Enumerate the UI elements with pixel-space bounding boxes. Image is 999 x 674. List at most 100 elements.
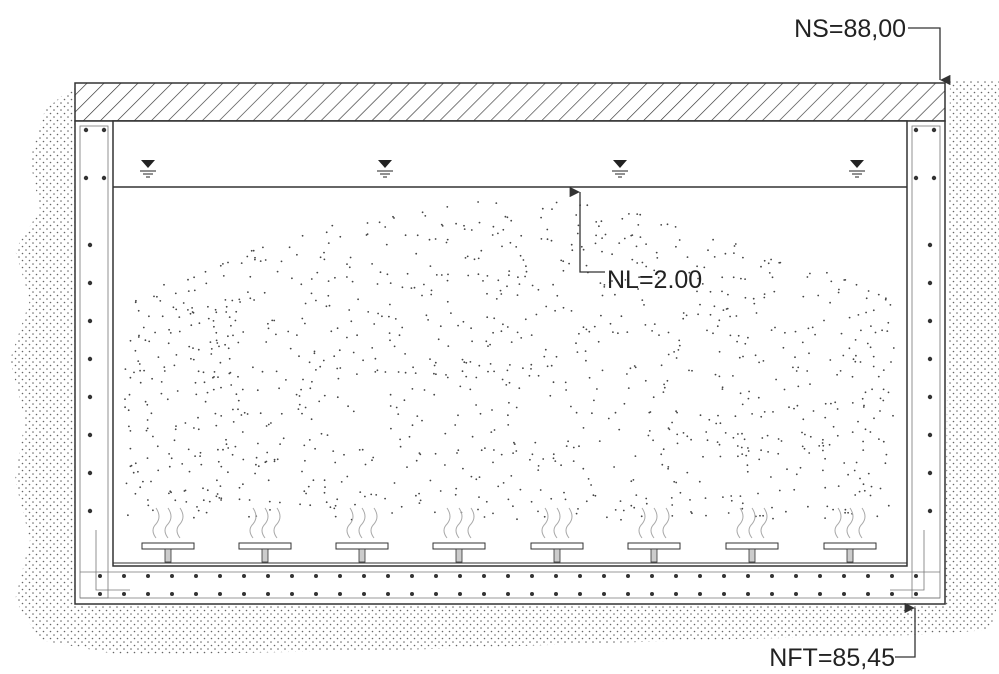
bubble	[699, 414, 702, 417]
bubble	[301, 317, 304, 320]
bubble	[673, 480, 676, 483]
bubble	[804, 433, 806, 436]
bubble	[763, 411, 766, 413]
bubble	[315, 369, 317, 371]
bubble	[138, 334, 140, 337]
bubble	[146, 427, 149, 430]
bubble	[444, 432, 447, 435]
bubble	[667, 467, 669, 470]
bubble	[531, 284, 534, 287]
bubble	[315, 299, 317, 302]
bubble	[705, 514, 707, 517]
bubble	[337, 377, 340, 380]
bubble	[174, 499, 177, 502]
bubble	[760, 449, 762, 452]
bubble	[406, 466, 408, 468]
bubble	[801, 445, 804, 448]
bubble	[410, 287, 413, 289]
bubble	[859, 477, 861, 480]
bubble	[414, 372, 417, 374]
bubble	[259, 412, 262, 415]
bubble	[726, 307, 729, 310]
rebar-dot	[722, 592, 726, 596]
bubble	[673, 351, 675, 353]
bubble	[478, 364, 481, 367]
water-symbols	[140, 160, 865, 178]
bubble	[138, 363, 141, 365]
bubble	[732, 436, 735, 439]
bubble	[560, 259, 563, 262]
tank-interior	[112, 120, 908, 567]
bubble	[385, 243, 388, 246]
bubble	[522, 367, 524, 370]
diffuser-stem	[261, 548, 269, 563]
air-plume	[358, 507, 366, 539]
bubble	[430, 289, 433, 292]
bubble	[388, 332, 391, 334]
bubble	[689, 499, 691, 501]
bubble	[771, 506, 773, 509]
bubble	[446, 238, 449, 241]
bubble	[596, 388, 598, 390]
bubble	[871, 388, 873, 391]
bubble	[493, 429, 496, 431]
rebar-dot	[602, 592, 606, 596]
bubble	[508, 381, 511, 384]
bubble	[507, 498, 510, 501]
bubble	[529, 458, 531, 461]
bubble	[308, 361, 311, 364]
bubble	[531, 453, 534, 456]
rebar-dot	[650, 574, 654, 578]
bubble	[632, 479, 635, 481]
bubble	[310, 292, 313, 295]
bubble	[595, 234, 597, 237]
bubble	[275, 370, 278, 373]
bubble	[327, 280, 330, 282]
bubble	[323, 491, 326, 494]
bubble	[228, 357, 231, 360]
bubble	[207, 317, 210, 320]
diffuser	[823, 542, 877, 550]
diffuser	[725, 542, 779, 550]
bubble	[733, 252, 735, 255]
bubble	[271, 319, 274, 322]
bubble	[356, 334, 358, 337]
bubble	[261, 370, 264, 373]
bubble	[510, 341, 513, 343]
rebar-dot	[122, 574, 126, 578]
bubble	[374, 357, 377, 360]
bubble	[475, 376, 478, 379]
bubble	[709, 290, 712, 293]
bubble	[125, 482, 128, 485]
bubble	[278, 387, 280, 390]
bubble	[598, 225, 600, 228]
bubble	[747, 447, 749, 449]
bubble	[808, 452, 811, 454]
bubble	[137, 470, 139, 473]
air-plume	[650, 507, 658, 539]
bubble	[839, 370, 842, 372]
rebar-dot	[434, 574, 438, 578]
bubble	[358, 449, 361, 451]
bubble	[822, 438, 824, 441]
air-plume	[736, 507, 744, 539]
bubble	[478, 476, 481, 478]
bubble	[572, 446, 575, 449]
bubble	[389, 405, 392, 407]
bubble	[240, 414, 243, 416]
bubble	[415, 494, 417, 497]
bubble	[309, 504, 312, 507]
bubble	[248, 515, 250, 518]
bubble	[870, 485, 873, 488]
bubble	[156, 295, 158, 298]
bubble	[857, 420, 859, 423]
bubble	[212, 388, 215, 391]
bubble	[535, 313, 538, 316]
bubble	[702, 455, 704, 458]
bubble	[418, 492, 420, 495]
bubble	[682, 312, 685, 314]
bubble	[397, 413, 400, 415]
bubble	[525, 265, 527, 268]
bubble	[298, 403, 301, 406]
bubble	[370, 493, 373, 496]
